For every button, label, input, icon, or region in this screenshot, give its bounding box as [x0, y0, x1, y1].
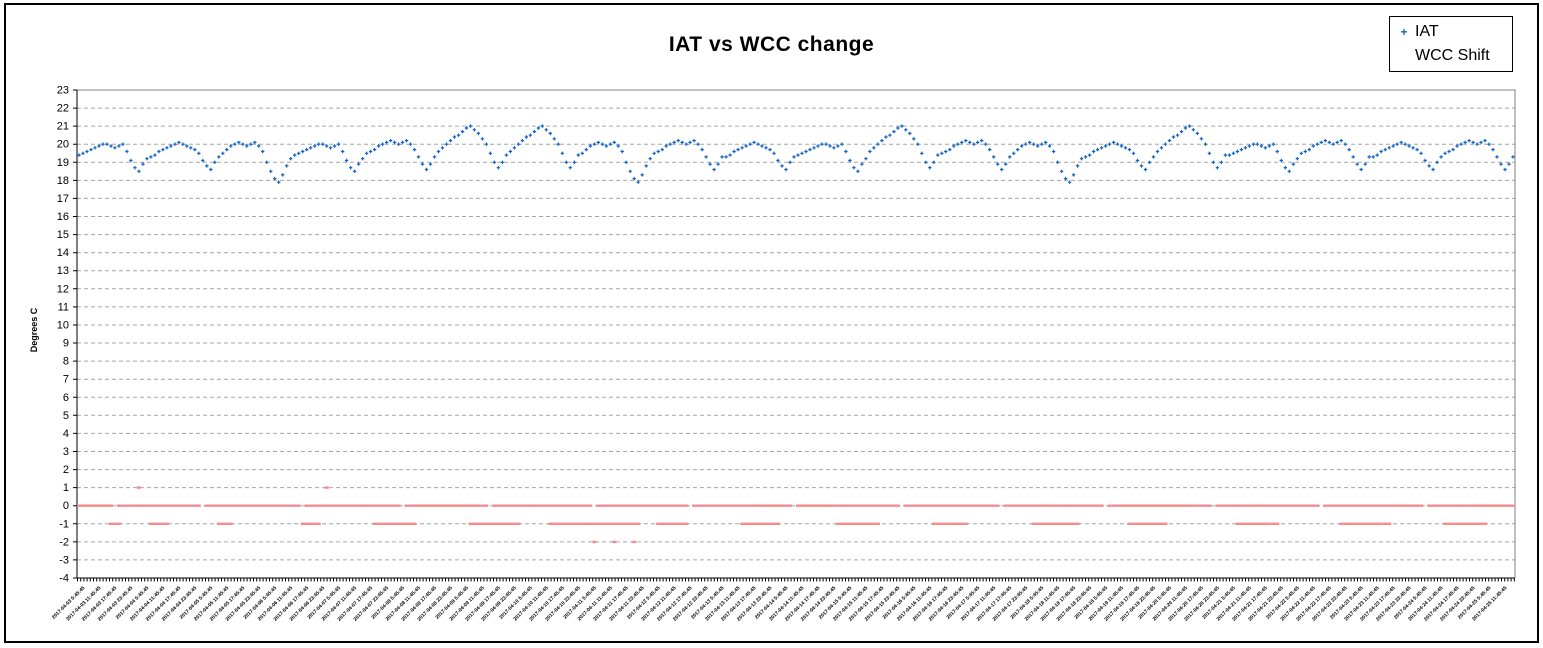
svg-text:12: 12 [57, 283, 69, 295]
svg-text:13: 13 [57, 265, 69, 277]
svg-text:2: 2 [63, 464, 69, 476]
legend-item-iat[interactable]: + IAT [1397, 20, 1512, 44]
series-iat [77, 124, 1515, 184]
plot-border [77, 89, 1516, 578]
svg-text:1: 1 [63, 482, 69, 494]
iat-marker-icon: + [1400, 25, 1408, 39]
gridlines [77, 107, 1515, 561]
svg-text:-2: -2 [59, 536, 69, 548]
svg-text:9: 9 [63, 338, 69, 350]
svg-text:17: 17 [57, 193, 69, 205]
svg-text:6: 6 [63, 392, 69, 404]
svg-text:23: 23 [57, 85, 69, 97]
svg-text:18: 18 [57, 175, 69, 187]
svg-text:0: 0 [63, 500, 69, 512]
svg-text:-4: -4 [59, 573, 69, 585]
svg-text:10: 10 [57, 320, 69, 332]
svg-text:21: 21 [57, 121, 69, 133]
svg-text:5: 5 [63, 410, 69, 422]
svg-text:14: 14 [57, 247, 69, 259]
svg-text:16: 16 [57, 211, 69, 223]
svg-text:15: 15 [57, 229, 69, 241]
chart-title: IAT vs WCC change [668, 33, 875, 56]
y-axis-labels: 23222120191817161514131211109876543210-1… [57, 85, 69, 585]
legend[interactable]: + IAT WCC Shift [1389, 16, 1513, 72]
svg-text:-3: -3 [59, 554, 69, 566]
svg-text:20: 20 [57, 139, 69, 151]
svg-text:11: 11 [58, 301, 69, 313]
svg-text:3: 3 [63, 446, 69, 458]
svg-text:7: 7 [63, 374, 69, 386]
svg-text:8: 8 [63, 356, 69, 368]
plot-area: 23222120191817161514131211109876543210-1… [51, 85, 1516, 623]
legend-label-wcc-shift: WCC Shift [1415, 47, 1490, 64]
y-axis [73, 89, 78, 579]
series-wcc-shift [77, 486, 1515, 544]
svg-text:4: 4 [63, 428, 69, 440]
svg-text:-1: -1 [59, 518, 69, 530]
svg-text:22: 22 [57, 103, 69, 115]
chart-window: IAT vs WCC change + IAT WCC Shift Degree… [4, 3, 1539, 643]
legend-label-iat: IAT [1415, 23, 1439, 40]
legend-item-wcc-shift[interactable]: WCC Shift [1397, 44, 1512, 68]
svg-text:19: 19 [57, 157, 69, 169]
